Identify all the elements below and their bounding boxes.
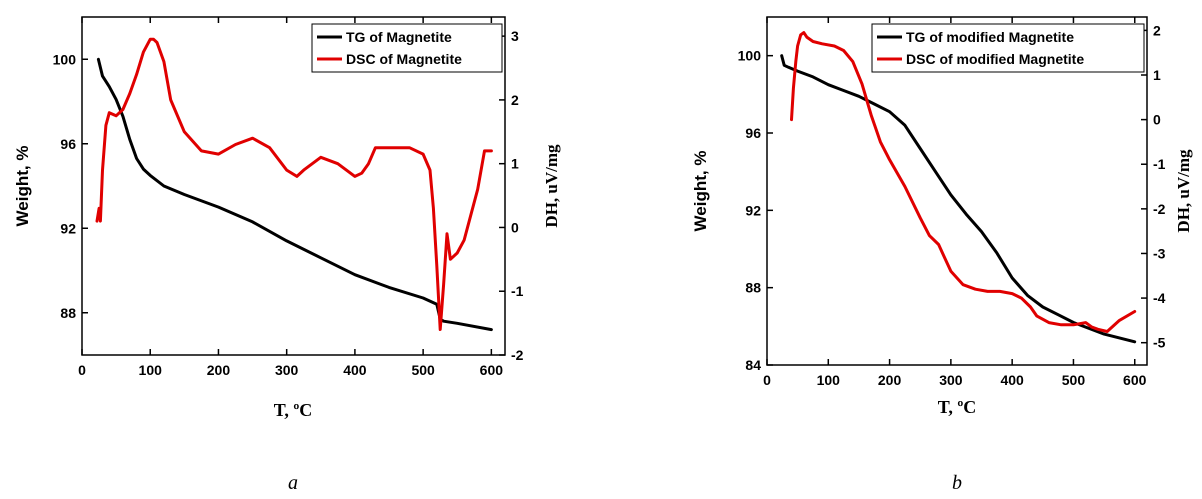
y-tick-label: 100 — [53, 51, 77, 67]
x-tick-label: 0 — [763, 372, 771, 388]
series-line-tg — [780, 54, 1137, 344]
y2-axis-label: DH, uV/mg — [542, 144, 561, 228]
x-tick-label: 300 — [939, 372, 963, 388]
x-tick-label: 500 — [411, 362, 435, 378]
legend: TG of modified Magnetite DSC of modified … — [871, 23, 1145, 73]
y-tick-label: 88 — [60, 305, 76, 321]
x-tick-label: 200 — [878, 372, 902, 388]
y-tick-label: 84 — [745, 357, 761, 373]
y2-tick-label: -1 — [1153, 156, 1166, 172]
x-tick-label: 300 — [275, 362, 299, 378]
y2-tick-label: -5 — [1153, 335, 1166, 351]
series-group — [95, 37, 493, 332]
y-axis-label: Weight, % — [13, 146, 32, 227]
x-axis-label: T, ºC — [274, 400, 313, 420]
y-tick-label: 92 — [60, 220, 76, 236]
y2-tick-label: 0 — [1153, 112, 1161, 128]
y2-tick-label: 1 — [511, 156, 519, 172]
series-group — [780, 31, 1137, 344]
x-tick-label: 400 — [1000, 372, 1024, 388]
y-tick-label: 100 — [738, 48, 762, 64]
legend-box — [311, 23, 503, 73]
y-tick-label: 96 — [745, 125, 761, 141]
y2-tick-label: -4 — [1153, 290, 1166, 306]
y2-tick-label: -3 — [1153, 245, 1166, 261]
y2-tick-label: 2 — [1153, 22, 1161, 38]
y2-tick-label: -2 — [511, 347, 524, 363]
series-line-dsc — [790, 31, 1137, 333]
y2-tick-label: -2 — [1153, 201, 1166, 217]
y2-axis-label: DH, uV/mg — [1174, 149, 1193, 233]
x-tick-label: 200 — [207, 362, 231, 378]
legend: TG of Magnetite DSC of Magnetite — [311, 23, 503, 73]
y-tick-label: 92 — [745, 202, 761, 218]
legend-box — [871, 23, 1145, 73]
x-tick-label: 100 — [139, 362, 163, 378]
tick-group: 0 100 200 300 400 500 600 88 92 96 100 -2 -1 0 1 2 3 — [53, 17, 524, 378]
y-axis-label: Weight, % — [691, 151, 710, 232]
plot-frame — [766, 16, 1148, 366]
y-tick-label: 96 — [60, 136, 76, 152]
y2-tick-label: 1 — [1153, 67, 1161, 83]
y2-tick-label: 2 — [511, 92, 519, 108]
x-tick-label: 400 — [343, 362, 367, 378]
legend-label: TG of Magnetite — [346, 29, 452, 45]
tick-group: 0 100 200 300 400 500 600 84 88 92 96 100 -5 -4 -3 -2 -1… — [738, 17, 1166, 388]
x-tick-label: 500 — [1062, 372, 1086, 388]
y2-tick-label: -1 — [511, 283, 524, 299]
x-tick-label: 100 — [817, 372, 841, 388]
y2-tick-label: 0 — [511, 219, 519, 235]
panel-caption: a — [288, 472, 298, 494]
legend-label: DSC of Magnetite — [346, 51, 462, 67]
series-line-dsc — [95, 37, 493, 331]
plot-frame — [81, 16, 506, 356]
legend-label: DSC of modified Magnetite — [906, 51, 1084, 67]
chart-panel-a: 0 100 200 300 400 500 600 88 92 96 100 -2 -1 0 1 2 3 TG … — [13, 16, 561, 494]
legend-label: TG of modified Magnetite — [906, 29, 1074, 45]
y2-tick-label: 3 — [511, 28, 519, 44]
x-tick-label: 600 — [480, 362, 504, 378]
x-tick-label: 600 — [1123, 372, 1147, 388]
chart-panel-b: 0 100 200 300 400 500 600 84 88 92 96 100 -5 -4 -3 -2 -1… — [691, 16, 1193, 494]
x-axis-label: T, ºC — [938, 397, 977, 417]
y-tick-label: 88 — [745, 280, 761, 296]
x-tick-label: 0 — [78, 362, 86, 378]
panel-caption: b — [952, 472, 962, 494]
